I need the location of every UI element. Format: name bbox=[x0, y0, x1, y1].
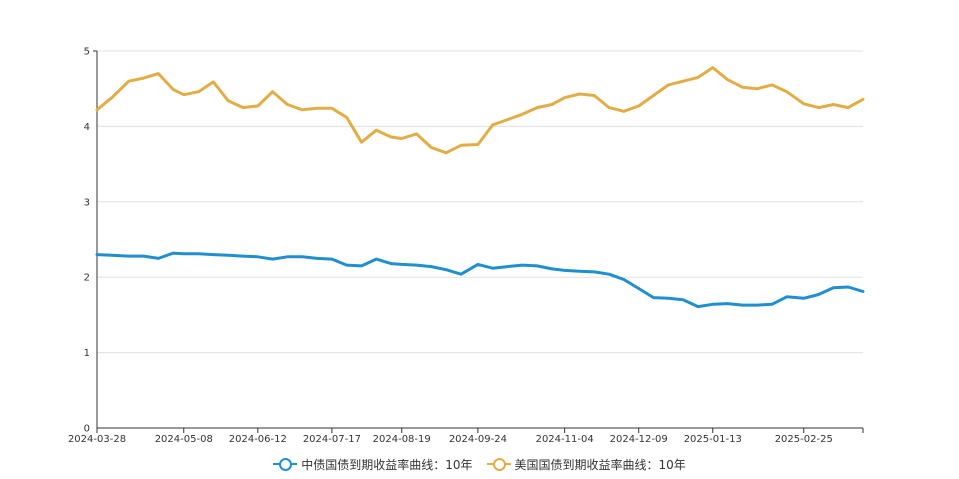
y-tick-label: 4 bbox=[84, 122, 90, 133]
y-tick-label: 1 bbox=[84, 348, 90, 359]
x-tick-label: 2024-07-17 bbox=[303, 434, 361, 445]
x-tick-label: 2024-12-09 bbox=[610, 434, 668, 445]
series-line-china-10y[interactable] bbox=[95, 251, 865, 309]
series-line-us-10y[interactable] bbox=[95, 66, 865, 155]
y-axis-ticks: 0 1 2 3 4 5 bbox=[84, 47, 90, 435]
legend-item-china-10y[interactable]: 中债国债到期收益率曲线：10年 bbox=[273, 456, 473, 473]
x-tick-label: 2024-03-28 bbox=[68, 434, 126, 445]
y-tick-label: 0 bbox=[84, 424, 90, 435]
y-tick-label: 2 bbox=[84, 273, 90, 284]
legend-marker-icon bbox=[486, 458, 511, 471]
legend-label-us-10y: 美国国债到期收益率曲线：10年 bbox=[514, 457, 686, 472]
x-tick-label: 2025-02-25 bbox=[775, 434, 833, 445]
y-tick-label: 5 bbox=[84, 47, 90, 58]
legend-marker-icon bbox=[273, 458, 298, 471]
y-tick-label: 3 bbox=[84, 197, 90, 208]
grid-lines bbox=[97, 50, 863, 354]
x-tick-label: 2024-05-08 bbox=[155, 434, 213, 445]
x-tick-label: 2024-08-19 bbox=[373, 434, 431, 445]
legend-label-china-10y: 中债国债到期收益率曲线：10年 bbox=[301, 457, 473, 472]
x-tick-label: 2024-11-04 bbox=[536, 434, 594, 445]
x-tick-label: 2024-06-12 bbox=[229, 434, 287, 445]
legend[interactable]: 中债国债到期收益率曲线：10年 美国国债到期收益率曲线：10年 bbox=[0, 454, 959, 474]
legend-item-us-10y[interactable]: 美国国债到期收益率曲线：10年 bbox=[486, 456, 686, 473]
x-tick-label: 2025-01-13 bbox=[684, 434, 742, 445]
x-tick-label: 2024-09-24 bbox=[449, 434, 507, 445]
series-lines bbox=[95, 66, 865, 309]
x-axis: 2024-03-28 2024-05-08 2024-06-12 2024-07-17… bbox=[68, 50, 864, 445]
